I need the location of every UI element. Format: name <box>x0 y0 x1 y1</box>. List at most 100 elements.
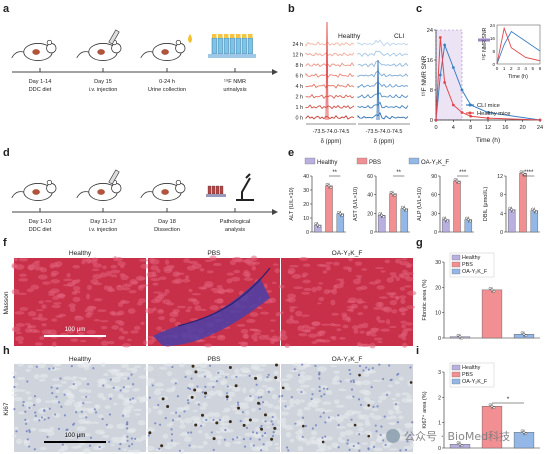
histology-texture <box>50 399 60 404</box>
nucleus <box>85 395 88 398</box>
bar-dot <box>488 287 492 290</box>
histology-texture <box>275 312 281 317</box>
f-column-title: PBS <box>207 250 221 257</box>
histology-texture <box>169 421 174 426</box>
nucleus <box>270 420 273 423</box>
histology-texture <box>158 316 166 321</box>
mouse-ear-icon <box>175 39 182 46</box>
histology-texture <box>212 262 222 267</box>
histology-texture <box>188 288 193 293</box>
histology-texture <box>83 448 91 454</box>
nucleus <box>196 385 199 388</box>
timeline-step-line2: i.v. injection <box>89 87 118 93</box>
nucleus <box>293 368 296 371</box>
histology-texture <box>291 273 302 279</box>
histology-texture <box>209 376 218 381</box>
histology-texture <box>120 264 125 269</box>
bar-ytick-label: 90 <box>431 174 437 180</box>
histology-texture <box>401 323 406 329</box>
histology-texture <box>245 410 250 416</box>
nucleus <box>321 436 324 439</box>
histology-texture <box>209 335 217 339</box>
nucleus <box>318 373 321 376</box>
nucleus <box>225 376 228 379</box>
c-xtick-label: 8 <box>469 125 472 131</box>
histology-texture <box>332 377 338 383</box>
histology-texture <box>249 442 255 448</box>
histology-texture <box>144 307 155 314</box>
nucleus <box>205 418 208 421</box>
nucleus <box>212 448 215 451</box>
histology-texture <box>230 276 241 282</box>
ki67-positive-nucleus <box>321 440 325 444</box>
bar-dot <box>389 190 393 194</box>
histology-texture <box>63 376 73 381</box>
nucleus <box>322 387 326 390</box>
nucleus <box>15 430 18 433</box>
histology-texture <box>201 402 208 408</box>
i-sig-label: * <box>507 396 510 403</box>
legend-label: OA-Y₂K_F <box>462 379 488 385</box>
nucleus <box>379 433 382 437</box>
nucleus <box>263 432 267 435</box>
ki67-positive-nucleus <box>237 406 241 410</box>
bar-dot <box>535 210 538 214</box>
histology-texture <box>11 263 18 269</box>
histology-texture <box>399 261 410 266</box>
histology-texture <box>15 335 25 342</box>
histology-texture <box>345 395 354 400</box>
histology-texture <box>233 269 241 274</box>
histology-texture <box>333 283 344 289</box>
histology-texture <box>372 379 383 382</box>
bar-ytick-label: 60 <box>367 174 373 180</box>
histology-texture <box>107 368 117 373</box>
nucleus <box>248 374 251 377</box>
histology-texture <box>359 330 365 334</box>
histology-texture <box>327 445 332 451</box>
spectrum-time-label: 6 h <box>296 74 304 80</box>
nucleus <box>352 395 355 398</box>
inset-ytick-label: 24 <box>490 23 496 28</box>
histology-texture <box>259 311 270 315</box>
nucleus <box>388 364 391 367</box>
nucleus <box>409 433 412 437</box>
nucleus <box>126 427 129 430</box>
histology-texture <box>372 306 383 310</box>
nucleus <box>183 410 186 413</box>
bar-ytick-label: 20 <box>303 202 309 208</box>
panel-letter-e: e <box>288 147 294 159</box>
histology-texture <box>117 310 125 316</box>
nucleus <box>86 383 90 386</box>
nucleus <box>33 448 36 451</box>
histology-texture <box>394 258 402 264</box>
nmr-tube-icon <box>241 37 247 55</box>
histology-texture <box>139 284 149 287</box>
histology-texture <box>295 430 304 435</box>
nucleus <box>372 405 375 408</box>
spectrum-cli-trace <box>357 70 409 78</box>
histology-texture <box>266 426 271 429</box>
histology-texture <box>86 389 92 394</box>
nmr-cap-icon <box>230 34 235 38</box>
histology-texture <box>131 280 139 285</box>
histology-texture <box>361 268 368 271</box>
spectrum-healthy-trace <box>305 52 355 57</box>
histology-texture <box>369 412 375 418</box>
nucleus <box>311 393 314 396</box>
nucleus <box>28 406 31 409</box>
histology-texture <box>256 373 263 380</box>
panel-g-bar-chart: 0 10 20 30 Fibrotic area (%) HealthyPBSOA-Y₂K… <box>422 252 540 342</box>
histology-texture <box>100 325 108 330</box>
bar-dot <box>492 406 496 410</box>
histology-texture <box>114 319 123 324</box>
histology-texture <box>126 429 136 434</box>
nucleus <box>92 367 95 370</box>
histology-texture <box>199 268 205 272</box>
nucleus <box>324 421 327 424</box>
inset-xtick-label: 4 <box>524 66 527 71</box>
spectrum-cli-trace <box>357 50 409 58</box>
histology-texture <box>287 267 296 274</box>
histology-texture <box>398 376 404 381</box>
nucleus <box>290 396 293 399</box>
nucleus <box>24 410 27 413</box>
